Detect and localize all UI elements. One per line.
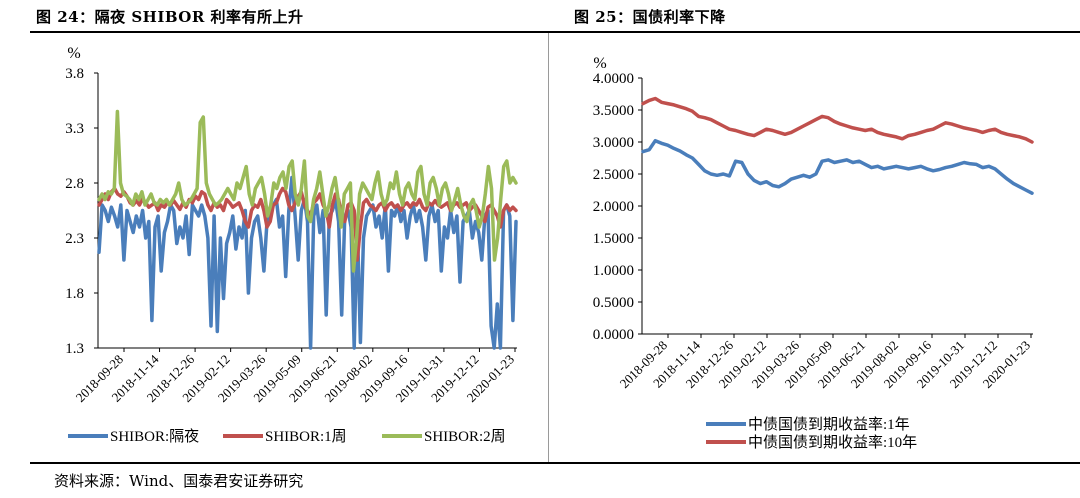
chart2-y-tick-label: 1.0000 bbox=[593, 263, 634, 279]
chart2-y-tick-label: 0.0000 bbox=[593, 327, 634, 343]
chart1-legend-label: SHIBOR:2周 bbox=[424, 428, 506, 445]
panel-divider bbox=[548, 33, 549, 462]
chart2-y-tick-label: 3.0000 bbox=[593, 135, 634, 151]
chart2-y-tick-label: 2.5000 bbox=[593, 167, 634, 183]
chart2-legend-label: 中债国债到期收益率:1年 bbox=[748, 416, 910, 433]
chart1-y-unit-label: % bbox=[67, 45, 80, 62]
chart1-legend-label: SHIBOR:1周 bbox=[265, 428, 347, 445]
chart1-y-tick-label: 3.8 bbox=[65, 66, 84, 82]
chart2-series-line-2 bbox=[641, 96, 1034, 144]
chart2-y-tick-label: 0.5000 bbox=[593, 295, 634, 311]
chart2-y-tick-label: 2.0000 bbox=[593, 199, 634, 215]
right-chart-title: 图 25：国债利率下降 bbox=[574, 8, 726, 26]
chart1-legend-label: SHIBOR:隔夜 bbox=[110, 428, 199, 445]
chart2-series-line-1 bbox=[641, 138, 1034, 195]
chart2-y-tick-label: 3.5000 bbox=[593, 103, 634, 119]
left-chart-title: 图 24：隔夜 SHIBOR 利率有所上升 bbox=[36, 8, 304, 26]
chart2-y-tick-label: 4.0000 bbox=[593, 71, 634, 87]
chart2-legend-label: 中债国债到期收益率:10年 bbox=[748, 434, 917, 451]
chart1-y-tick-label: 2.8 bbox=[65, 176, 84, 192]
chart1-y-tick-label: 1.3 bbox=[65, 341, 84, 357]
source-note: 资料来源：Wind、国泰君安证券研究 bbox=[54, 472, 304, 490]
top-rule bbox=[30, 31, 1080, 33]
chart2-y-unit-label: % bbox=[593, 55, 606, 72]
chart1-series-line-1 bbox=[97, 175, 518, 350]
chart1-y-tick-label: 3.3 bbox=[65, 121, 84, 137]
chart1-y-tick-label: 2.3 bbox=[65, 231, 84, 247]
chart1-y-tick-label: 1.8 bbox=[65, 286, 84, 302]
chart1-series-line-3 bbox=[97, 109, 518, 273]
bottom-rule bbox=[30, 462, 1080, 464]
chart2-y-tick-label: 1.5000 bbox=[593, 231, 634, 247]
